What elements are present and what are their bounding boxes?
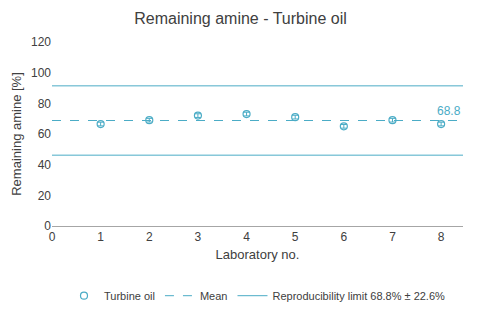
svg-text:7: 7	[389, 230, 396, 244]
svg-text:120: 120	[31, 35, 51, 49]
svg-text:100: 100	[31, 66, 51, 80]
svg-text:Remaining amine [%]: Remaining amine [%]	[9, 72, 24, 196]
svg-text:6: 6	[340, 230, 347, 244]
svg-text:8: 8	[438, 230, 445, 244]
svg-text:Remaining amine - Turbine oil: Remaining amine - Turbine oil	[134, 10, 347, 27]
svg-text:Turbine oil: Turbine oil	[104, 290, 155, 302]
svg-text:80: 80	[38, 97, 52, 111]
svg-text:0: 0	[44, 219, 51, 233]
svg-text:Mean: Mean	[200, 290, 228, 302]
svg-text:Laboratory no.: Laboratory no.	[216, 247, 300, 262]
svg-text:Reproducibility limit 68.8% ±: Reproducibility limit 68.8% ± 22.6%	[272, 290, 445, 302]
svg-text:1: 1	[97, 230, 104, 244]
svg-text:2: 2	[146, 230, 153, 244]
svg-text:0: 0	[49, 230, 56, 244]
svg-text:4: 4	[243, 230, 250, 244]
svg-text:68.8: 68.8	[437, 104, 461, 118]
svg-text:5: 5	[292, 230, 299, 244]
svg-text:3: 3	[195, 230, 202, 244]
svg-text:20: 20	[38, 189, 52, 203]
svg-text:40: 40	[38, 158, 52, 172]
svg-text:60: 60	[38, 127, 52, 141]
